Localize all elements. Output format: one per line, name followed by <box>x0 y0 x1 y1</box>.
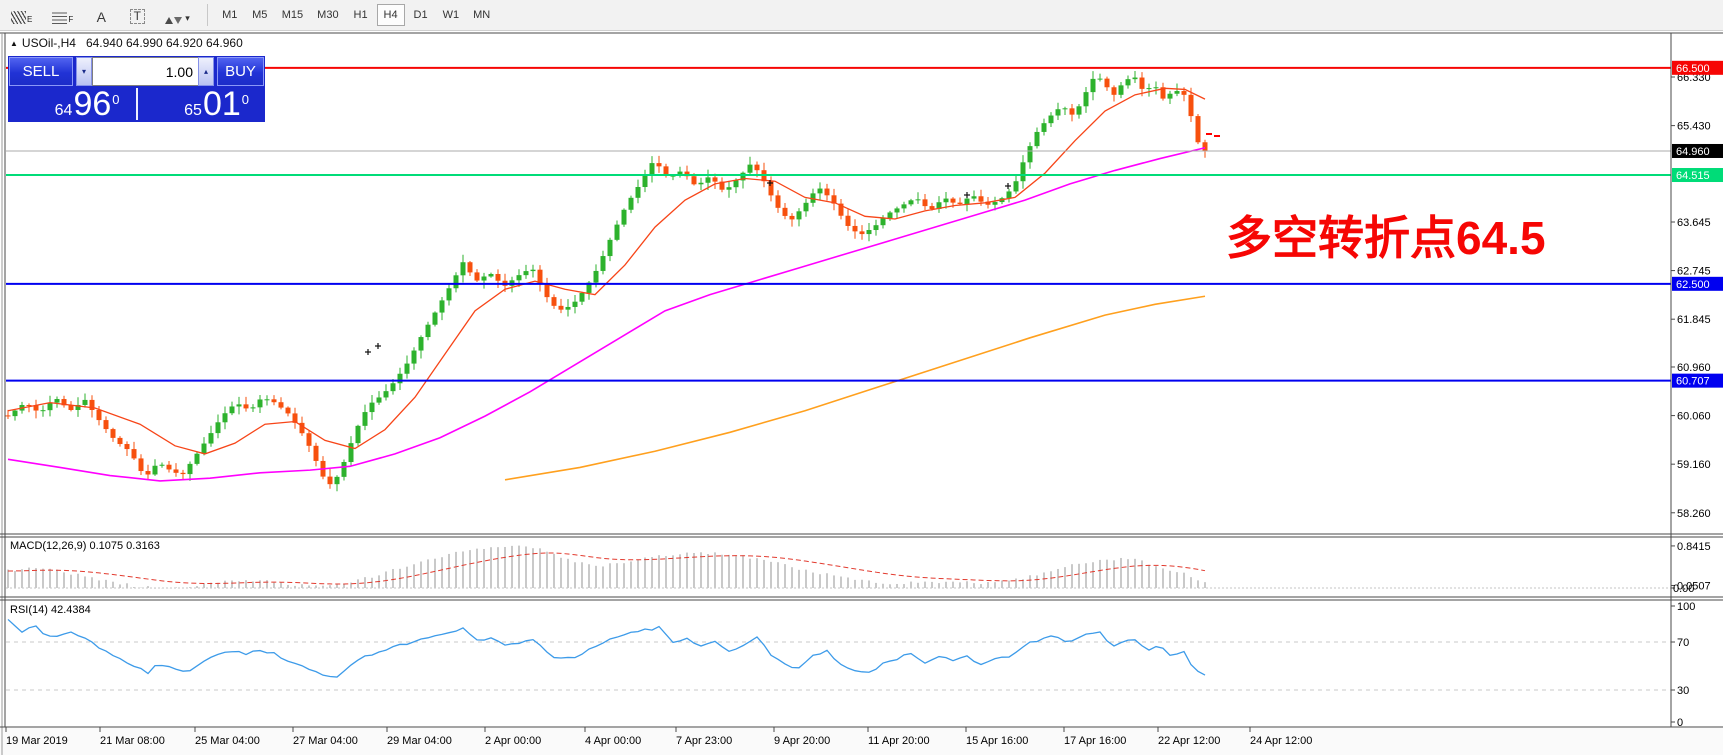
text-label-tool-icon: T <box>129 9 145 24</box>
svg-text:24 Apr 12:00: 24 Apr 12:00 <box>1250 735 1312 747</box>
expert-advisor-tool-icon <box>11 11 26 24</box>
toolbar-tools: E F A T ▾ <box>6 3 195 27</box>
svg-text:61.845: 61.845 <box>1677 314 1711 326</box>
timeframe-mn-button[interactable]: MN <box>467 4 496 26</box>
svg-text:64.960: 64.960 <box>1676 146 1710 158</box>
sell-price[interactable]: 64 96 0 <box>8 86 136 122</box>
svg-text:30: 30 <box>1677 685 1689 697</box>
timeframe-d1-button[interactable]: D1 <box>407 4 435 26</box>
svg-text:19 Mar 2019: 19 Mar 2019 <box>6 735 68 747</box>
svg-text:27 Mar 04:00: 27 Mar 04:00 <box>293 735 358 747</box>
expert-advisor-tool-button[interactable]: E <box>6 3 37 27</box>
arrow-down-icon <box>174 17 183 24</box>
one-click-trade-panel: SELL ▾ ▴ BUY 64 96 0 65 01 0 <box>8 56 265 122</box>
svg-text:4 Apr 00:00: 4 Apr 00:00 <box>585 735 641 747</box>
svg-text:62.500: 62.500 <box>1676 279 1710 291</box>
svg-text:65.430: 65.430 <box>1677 121 1711 133</box>
chevron-down-icon: ▾ <box>185 13 190 23</box>
svg-text:66.330: 66.330 <box>1677 72 1711 84</box>
timeframe-m30-button[interactable]: M30 <box>311 4 344 26</box>
sell-button[interactable]: SELL <box>9 57 73 86</box>
rsi-label: RSI(14) 42.4384 <box>10 604 91 616</box>
trade-panel-prices: 64 96 0 65 01 0 <box>8 86 265 122</box>
timeframe-m15-button[interactable]: M15 <box>276 4 309 26</box>
text-label-tool-button[interactable]: T <box>124 3 150 27</box>
volume-increase-button[interactable]: ▴ <box>198 57 214 86</box>
sell-price-small: 64 <box>54 102 73 119</box>
svg-text:2 Apr 00:00: 2 Apr 00:00 <box>485 735 541 747</box>
toolbar: E F A T ▾ M1 M5 M15 M30 H1 H4 D1 W1 MN <box>0 0 1723 31</box>
svg-text:0: 0 <box>1677 717 1683 729</box>
timeframe-buttons: M1 M5 M15 M30 H1 H4 D1 W1 MN <box>216 4 496 26</box>
svg-text:58.260: 58.260 <box>1677 508 1711 520</box>
main-chart-area[interactable] <box>5 66 1672 492</box>
svg-text:0.8415: 0.8415 <box>1677 541 1711 553</box>
text-tool-icon: A <box>96 9 106 25</box>
timeframe-h4-button[interactable]: H4 <box>376 4 405 26</box>
buy-price-big: 01 <box>202 85 241 123</box>
timeframe-w1-button[interactable]: W1 <box>437 4 466 26</box>
svg-text:60.960: 60.960 <box>1677 362 1711 374</box>
buy-price[interactable]: 65 01 0 <box>138 86 266 122</box>
shapes-tool-button[interactable]: ▾ <box>160 3 195 27</box>
svg-text:60.707: 60.707 <box>1676 376 1710 388</box>
sell-price-big: 96 <box>73 85 112 123</box>
toolbar-separator <box>206 4 208 26</box>
volume-input[interactable] <box>92 57 198 86</box>
svg-text:64.515: 64.515 <box>1676 170 1710 182</box>
svg-text:29 Mar 04:00: 29 Mar 04:00 <box>387 735 452 747</box>
collapse-triangle-icon[interactable]: ▲ <box>10 39 18 48</box>
svg-text:22 Apr 12:00: 22 Apr 12:00 <box>1158 735 1220 747</box>
rsi-panel <box>6 618 1671 691</box>
svg-text:17 Apr 16:00: 17 Apr 16:00 <box>1064 735 1126 747</box>
svg-text:11 Apr 20:00: 11 Apr 20:00 <box>868 735 930 747</box>
timeframe-m1-button[interactable]: M1 <box>216 4 244 26</box>
timeframe-m5-button[interactable]: M5 <box>246 4 274 26</box>
svg-text:100: 100 <box>1677 601 1695 613</box>
time-axis: 19 Mar 2019 21 Mar 08:00 25 Mar 04:00 27 Ma… <box>5 727 1312 747</box>
svg-text:7 Apr 23:00: 7 Apr 23:00 <box>676 735 732 747</box>
price-axis: 66.330 65.430 63.645 62.745 61.845 60.960 60.0… <box>1671 60 1723 729</box>
svg-text:66.500: 66.500 <box>1676 63 1710 75</box>
symbol-timeframe-label: USOil-,H4 <box>21 36 76 50</box>
svg-text:60.060: 60.060 <box>1677 411 1711 423</box>
svg-text:0.0507: 0.0507 <box>1677 580 1711 592</box>
sell-price-sup: 0 <box>112 92 120 107</box>
arrow-up-icon <box>165 17 174 24</box>
buy-price-sup: 0 <box>241 92 249 107</box>
panel-frames <box>0 32 1723 755</box>
svg-text:15 Apr 16:00: 15 Apr 16:00 <box>966 735 1028 747</box>
chart-annotation-text: 多空转折点64.5 <box>1226 212 1546 264</box>
chart-title: ▲ USOil-,H4 64.940 64.990 64.920 64.960 <box>10 36 243 50</box>
buy-price-small: 65 <box>184 102 202 119</box>
timeframe-h1-button[interactable]: H1 <box>347 4 375 26</box>
volume-spinner: ▾ ▴ <box>76 57 214 86</box>
macd-label: MACD(12,26,9) 0.1075 0.3163 <box>10 540 160 552</box>
buy-button[interactable]: BUY <box>217 57 264 86</box>
svg-text:25 Mar 04:00: 25 Mar 04:00 <box>195 735 260 747</box>
candlesticks <box>5 71 1208 492</box>
volume-decrease-button[interactable]: ▾ <box>76 57 92 86</box>
price-divider <box>135 88 138 120</box>
svg-text:63.645: 63.645 <box>1677 217 1711 229</box>
svg-text:70: 70 <box>1677 637 1689 649</box>
ohlc-values: 64.940 64.990 64.920 64.960 <box>85 36 243 50</box>
svg-text:9 Apr 20:00: 9 Apr 20:00 <box>774 735 830 747</box>
fibonacci-tool-button[interactable]: F <box>47 3 78 27</box>
svg-text:59.160: 59.160 <box>1677 459 1711 471</box>
trade-panel-top-row: SELL ▾ ▴ BUY <box>8 56 265 86</box>
svg-text:0.00: 0.00 <box>1673 583 1694 595</box>
svg-text:21 Mar 08:00: 21 Mar 08:00 <box>100 735 165 747</box>
svg-text:62.745: 62.745 <box>1677 266 1711 278</box>
macd-panel <box>6 545 1671 589</box>
text-tool-button[interactable]: A <box>88 3 114 27</box>
fibonacci-tool-icon <box>52 12 68 24</box>
